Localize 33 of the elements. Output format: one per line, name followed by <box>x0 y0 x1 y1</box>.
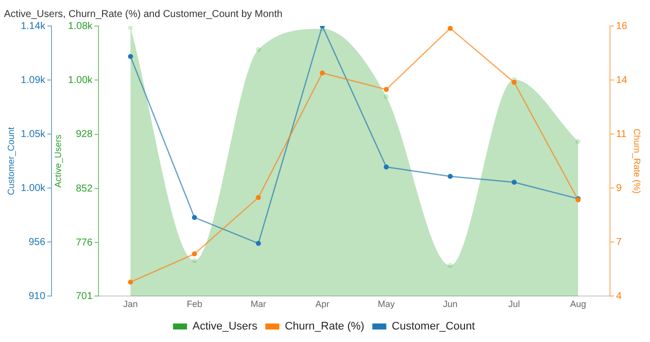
y2-tick-label: 9 <box>616 182 622 194</box>
legend-label: Active_Users <box>192 320 258 333</box>
chart-title: Active_Users, Churn_Rate (%) and Customer_Count by Month <box>4 8 282 20</box>
x-tick-label: Feb <box>186 299 202 310</box>
y2-tick-label: 16 <box>616 20 628 32</box>
y2-axis-title: Churn_Rate (%) <box>632 128 642 194</box>
y-tick-label: 776 <box>76 237 93 248</box>
y3-axis-title: Customer_Count <box>6 126 16 196</box>
y-tick-label: 701 <box>76 290 93 302</box>
y3-tick-label: 1.09k <box>20 74 46 86</box>
y2-tick-label: 7 <box>616 236 622 248</box>
y3-tick-label: 910 <box>28 290 46 302</box>
y-axis-title: Active_Users <box>53 134 64 188</box>
y3-tick-label: 1.05k <box>20 128 46 140</box>
x-tick-label: May <box>378 299 396 310</box>
x-tick-label: Apr <box>315 299 330 310</box>
y-tick-label: 1.08k <box>68 20 94 32</box>
y2-tick-label: 4 <box>616 290 622 302</box>
y-tick-label: 928 <box>76 129 93 140</box>
y3-tick-label: 1.00k <box>20 182 46 194</box>
x-tick-label: Jun <box>442 299 458 310</box>
x-tick-label: Jul <box>508 299 520 310</box>
y-tick-label: 1.00k <box>68 74 94 86</box>
legend-label: Churn_Rate (%) <box>284 320 364 333</box>
y3-tick-label: 956 <box>28 236 46 248</box>
x-tick-label: Aug <box>570 299 586 310</box>
x-tick-label: Mar <box>250 299 266 310</box>
y-tick-label: 852 <box>76 183 93 194</box>
x-tick-label: Jan <box>123 299 138 310</box>
y2-tick-label: 11 <box>616 128 627 140</box>
legend-label: Customer_Count <box>392 320 475 333</box>
y2-tick-label: 14 <box>616 74 628 86</box>
y3-tick-label: 1.14k <box>20 20 46 32</box>
